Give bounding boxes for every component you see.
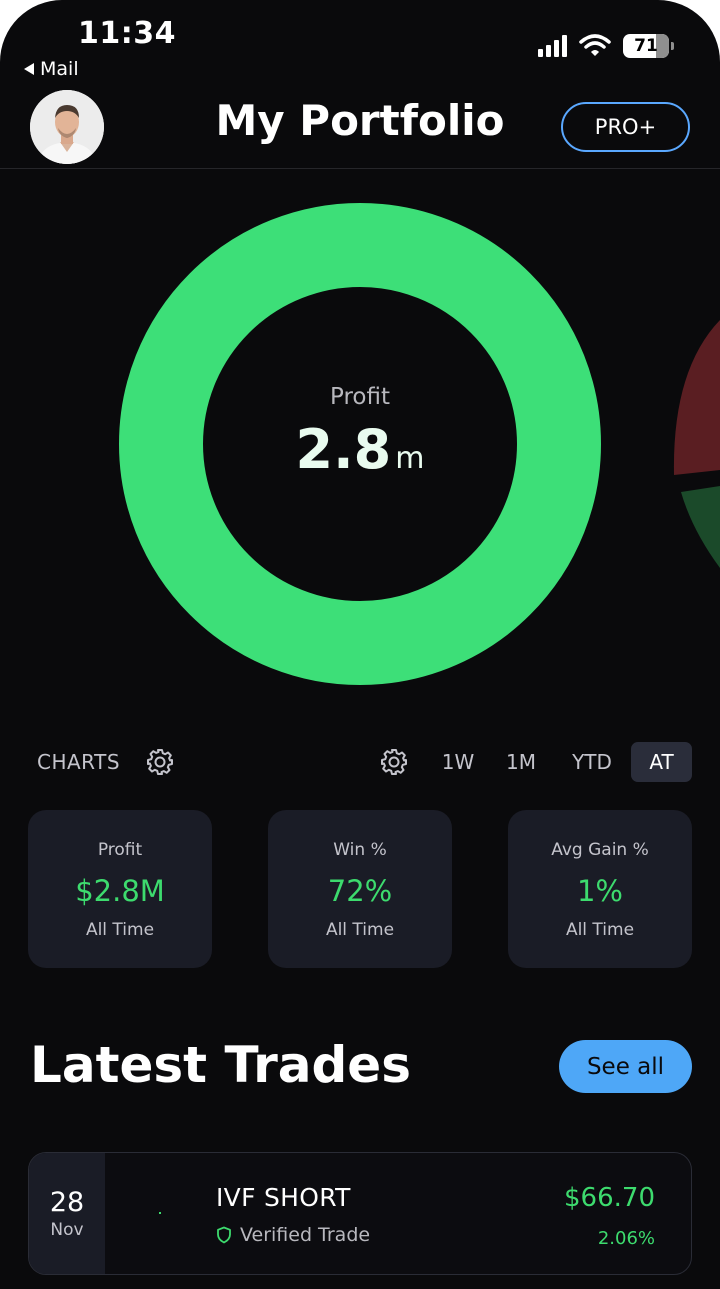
donut-value-unit: m — [395, 441, 425, 476]
donut-label: Profit — [330, 384, 390, 410]
cellular-signal-icon — [538, 35, 567, 57]
latest-trades-title: Latest Trades — [30, 1036, 411, 1094]
battery-icon: 71 — [623, 34, 669, 58]
wifi-icon — [579, 34, 611, 56]
trade-sparkline — [159, 1212, 161, 1214]
charts-label: CHARTS — [37, 750, 121, 774]
period-settings-gear-icon[interactable] — [379, 747, 409, 777]
stat-label: Profit — [97, 840, 143, 860]
stat-card-win-rate[interactable]: Win % 72% All Time — [268, 810, 452, 968]
battery-level: 71 — [634, 36, 658, 56]
next-chart-peek-red — [673, 320, 720, 475]
stat-label: Win % — [333, 840, 387, 860]
trade-day: 28 — [49, 1187, 85, 1218]
charts-settings-gear-icon[interactable] — [145, 747, 175, 777]
donut-value: 2.8 m — [0, 418, 720, 481]
header-divider — [0, 168, 720, 169]
back-to-mail-link[interactable]: Mail — [24, 58, 79, 80]
verified-label: Verified Trade — [240, 1224, 371, 1246]
period-tab-1w[interactable]: 1W — [441, 750, 475, 774]
trade-percent: 2.06% — [597, 1228, 655, 1249]
stat-card-avg-gain[interactable]: Avg Gain % 1% All Time — [508, 810, 692, 968]
profit-donut-ring — [119, 203, 601, 685]
trade-amount: $66.70 — [564, 1183, 655, 1213]
avatar[interactable] — [30, 90, 104, 164]
stat-period: All Time — [85, 920, 155, 940]
period-tab-1m[interactable]: 1M — [506, 750, 536, 774]
stat-value: 72% — [327, 874, 393, 908]
see-all-button[interactable]: See all — [559, 1040, 692, 1093]
back-app-label: Mail — [40, 58, 79, 80]
stat-value: 1% — [576, 874, 623, 908]
status-time: 11:34 — [78, 16, 176, 51]
donut-value-number: 2.8 — [295, 418, 392, 481]
period-tab-at[interactable]: AT — [631, 742, 692, 782]
profit-donut-chart[interactable] — [0, 170, 720, 730]
trade-verified: Verified Trade — [216, 1224, 370, 1246]
avatar-photo — [30, 90, 104, 164]
next-chart-peek-green — [681, 486, 720, 568]
back-arrow-icon — [24, 63, 34, 75]
trade-name: IVF SHORT — [216, 1183, 351, 1212]
stat-card-profit[interactable]: Profit $2.8M All Time — [28, 810, 212, 968]
stat-period: All Time — [565, 920, 635, 940]
trade-month: Nov — [50, 1220, 84, 1240]
page-title: My Portfolio — [215, 96, 505, 145]
pro-plus-button[interactable]: PRO+ — [561, 102, 690, 152]
stat-label: Avg Gain % — [551, 840, 649, 860]
status-indicators: 71 — [538, 34, 674, 58]
shield-icon — [217, 1226, 231, 1244]
trade-list-item[interactable]: 28 Nov IVF SHORT Verified Trade $66.70 2… — [28, 1152, 692, 1275]
stat-value: $2.8M — [75, 874, 165, 908]
period-tab-ytd[interactable]: YTD — [572, 750, 612, 774]
trade-date: 28 Nov — [29, 1153, 105, 1274]
stat-period: All Time — [325, 920, 395, 940]
